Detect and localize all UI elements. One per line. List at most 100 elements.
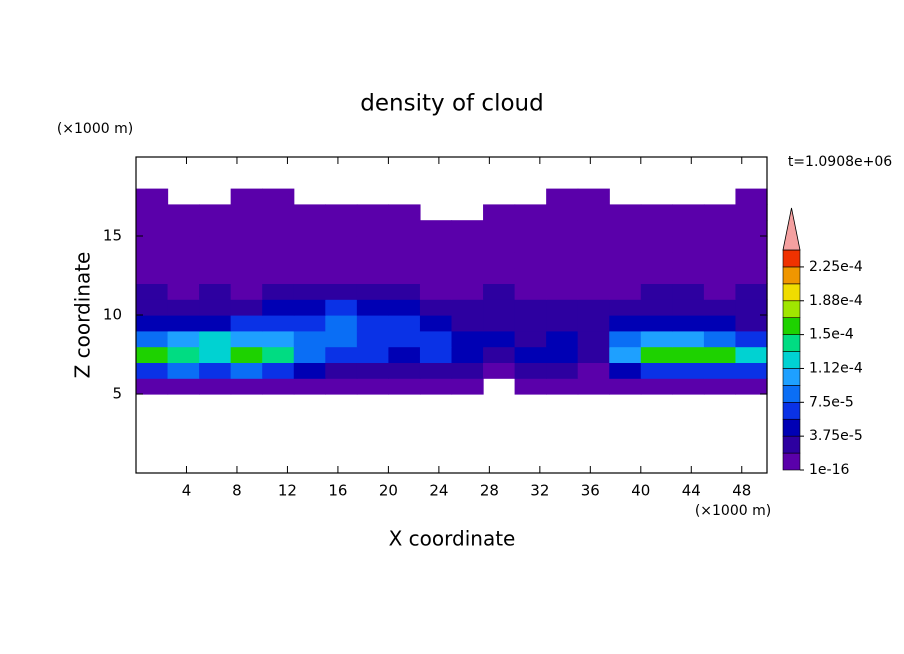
field-cell [419, 362, 453, 379]
field-cell [703, 251, 737, 269]
field-cell [199, 362, 232, 379]
field-cell [325, 330, 358, 348]
colorbar-band [782, 351, 801, 369]
field-cell [483, 251, 516, 269]
field-cell [230, 362, 263, 379]
x-tick-label: 8 [232, 482, 242, 500]
field-cell [451, 299, 484, 316]
field-cell [483, 330, 516, 348]
field-cell [136, 346, 169, 363]
field-cell [640, 251, 673, 269]
field-cell [136, 204, 169, 221]
field-cell [640, 220, 673, 237]
field-cell [388, 330, 421, 348]
field-cell [672, 220, 705, 237]
field-cell [230, 299, 263, 316]
field-cell [640, 299, 673, 316]
colorbar-band [782, 368, 801, 386]
field-cell [672, 299, 705, 316]
field-cell [609, 251, 642, 269]
field-cell [230, 315, 263, 332]
field-cell [167, 362, 200, 379]
field-cell [230, 204, 263, 221]
field-cell [356, 346, 389, 363]
field-cell [546, 236, 579, 253]
field-cell [419, 330, 453, 348]
field-cell [262, 346, 295, 363]
field-cell [514, 315, 547, 332]
field-cell [167, 267, 200, 284]
field-cell [419, 267, 453, 284]
field-cell [640, 204, 673, 221]
field-cell [293, 236, 326, 253]
field-cell [703, 204, 737, 221]
field-cell [672, 204, 705, 221]
x-tick-label: 32 [530, 482, 549, 500]
field-cell [419, 220, 453, 237]
field-cell [735, 378, 768, 395]
field-cell [577, 236, 610, 253]
colorbar-band [782, 385, 801, 403]
field-cell [262, 378, 295, 395]
field-cell [167, 330, 200, 348]
field-cell [672, 236, 705, 253]
field-cell [735, 267, 768, 284]
field-cell [483, 299, 516, 316]
field-cell [451, 283, 484, 300]
field-cell [419, 251, 453, 269]
field-cell [672, 283, 705, 300]
x-tick-label: 48 [732, 482, 751, 500]
x-tick-label: 40 [631, 482, 650, 500]
field-cell [325, 251, 358, 269]
field-cell [262, 267, 295, 284]
field-cell [262, 283, 295, 300]
field-cell [293, 283, 326, 300]
field-cell [483, 220, 516, 237]
field-cell [640, 283, 673, 300]
field-cell [735, 346, 768, 363]
field-cell [451, 251, 484, 269]
field-cell [199, 283, 232, 300]
field-cell [325, 299, 358, 316]
field-cell [199, 330, 232, 348]
field-cell [167, 251, 200, 269]
field-cell [167, 346, 200, 363]
field-cell [735, 188, 768, 205]
field-cell [419, 236, 453, 253]
field-cell [546, 299, 579, 316]
field-cell [388, 378, 421, 395]
field-cell [577, 188, 610, 205]
field-cell [199, 204, 232, 221]
field-cell [735, 315, 768, 332]
field-cell [451, 267, 484, 284]
field-cell [672, 378, 705, 395]
colorbar-band [782, 300, 801, 318]
x-tick-label: 28 [480, 482, 499, 500]
field-cell [609, 236, 642, 253]
field-cell [199, 251, 232, 269]
field-cell [325, 346, 358, 363]
field-cell [356, 204, 389, 221]
field-cell [388, 236, 421, 253]
field-cell [262, 299, 295, 316]
field-cell [514, 299, 547, 316]
colorbar-tick-label: 1.12e-4 [809, 360, 863, 376]
field-cell [514, 236, 547, 253]
field-cell [735, 236, 768, 253]
field-cell [672, 346, 705, 363]
field-cell [356, 362, 389, 379]
field-cell [514, 204, 547, 221]
field-cell [199, 315, 232, 332]
field-cell [483, 362, 516, 379]
field-cell [514, 220, 547, 237]
field-cell [419, 315, 453, 332]
colorbar-band [782, 317, 801, 335]
field-cell [451, 346, 484, 363]
field-cell [388, 346, 421, 363]
field-cell [703, 362, 737, 379]
field-cell [735, 283, 768, 300]
field-cell [167, 220, 200, 237]
field-cell [388, 283, 421, 300]
field-cell [293, 330, 326, 348]
